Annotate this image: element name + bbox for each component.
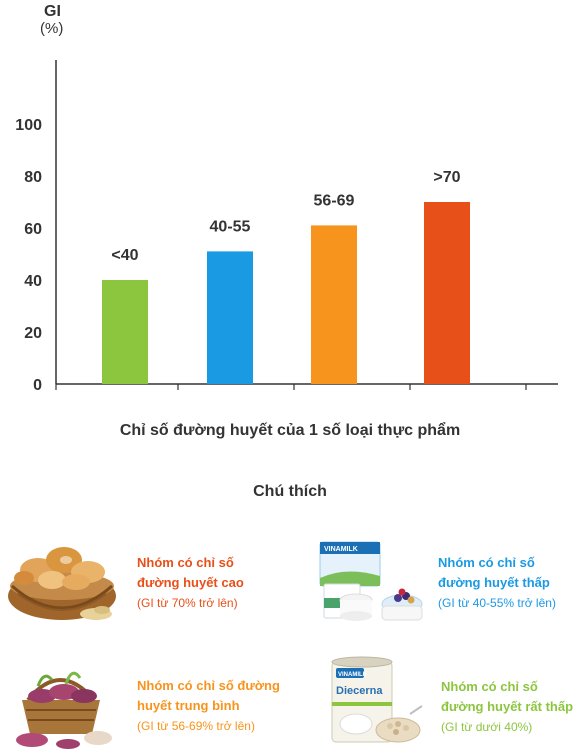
legend-item-medium: Nhóm có chỉ số đường huyết trung bình (G… <box>137 676 302 735</box>
legend-item-high: Nhóm có chỉ số đường huyết cao (GI từ 70… <box>137 553 277 612</box>
y-axis-unit: (%) <box>40 20 63 37</box>
bar-data-label: >70 <box>433 169 460 186</box>
y-tick-label: 60 <box>24 221 42 238</box>
y-tick-label: 40 <box>24 273 42 290</box>
y-tick-label: 0 <box>33 377 42 394</box>
bar-data-label: 40-55 <box>210 218 251 235</box>
bar-data-label: <40 <box>111 247 138 264</box>
legend-item-high-title: Nhóm có chỉ số đường huyết cao <box>137 555 244 590</box>
bar-3 <box>311 225 357 384</box>
legend-item-low: Nhóm có chỉ số đường huyết thấp (GI từ 4… <box>438 553 578 612</box>
legend-item-very-low-range: (GI từ dưới 40%) <box>441 720 533 734</box>
diecerna-milk-image: VINAMILK Diecerna <box>331 656 423 743</box>
bar-1 <box>102 280 148 384</box>
bar-4 <box>424 202 470 384</box>
x-axis-label: Chỉ số đường huyết của 1 số loại thực ph… <box>119 422 461 439</box>
bar-chart: GI (%) 0 20 40 60 80 100 <40 40-55 56-69 >70 <box>15 3 558 394</box>
y-tick-label: 20 <box>24 325 42 342</box>
sweet-potato-basket-image <box>16 671 112 749</box>
legend-item-low-title: Nhóm có chỉ số đường huyết thấp <box>438 555 550 590</box>
y-tick-label: 100 <box>15 117 42 134</box>
svg-text:VINAMILK: VINAMILK <box>324 546 358 553</box>
svg-text:Diecerna: Diecerna <box>336 685 383 697</box>
bar-2 <box>207 251 253 384</box>
yogurt-image: VINAMILK <box>319 541 423 621</box>
legend-item-high-range: (GI từ 70% trở lên) <box>137 596 238 610</box>
bread-basket-image <box>8 547 116 620</box>
legend-item-medium-title: Nhóm có chỉ số đường huyết trung bình <box>137 678 280 713</box>
legend-item-very-low-title: Nhóm có chỉ số đường huyết rất thấp <box>441 679 574 714</box>
legend-item-very-low: Nhóm có chỉ số đường huyết rất thấp (GI … <box>441 677 580 736</box>
bar-data-label: 56-69 <box>314 192 355 209</box>
svg-text:VINAMILK: VINAMILK <box>338 672 368 678</box>
y-tick-label: 80 <box>24 169 42 186</box>
y-axis-label: GI <box>44 3 61 20</box>
legend-title: Chú thích <box>253 483 327 500</box>
legend-item-low-range: (GI từ 40-55% trở lên) <box>438 596 556 610</box>
legend-item-medium-range: (GI từ 56-69% trở lên) <box>137 719 255 733</box>
